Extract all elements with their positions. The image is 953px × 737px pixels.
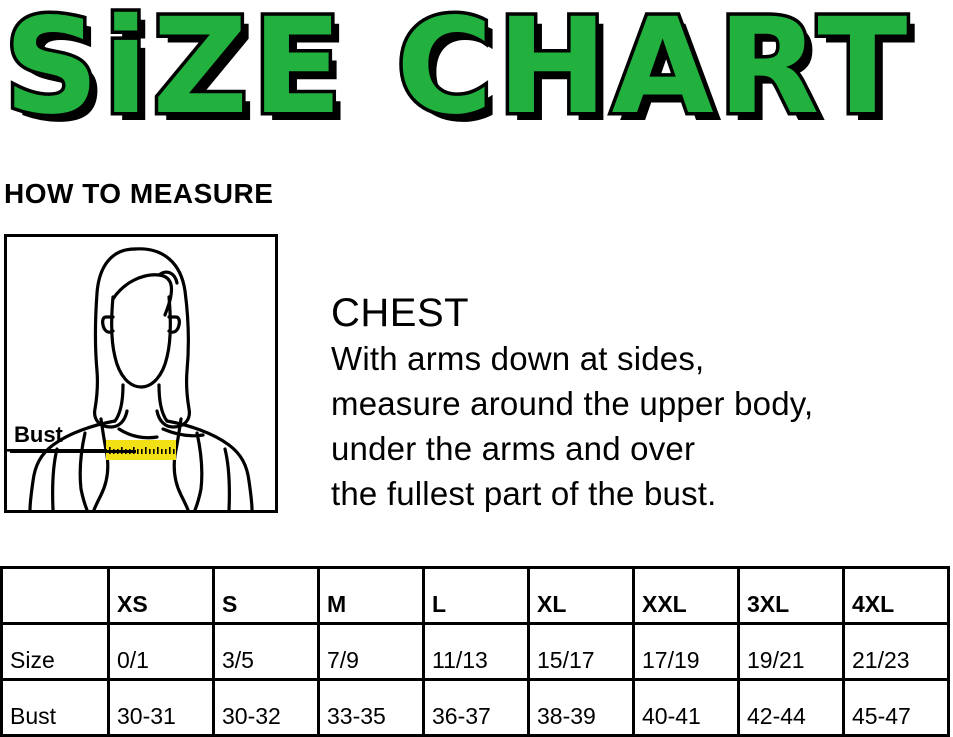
table-row: Size 0/1 3/5 7/9 11/13 15/17 17/19 19/21… (0, 622, 950, 681)
bangs-line (111, 273, 174, 317)
table-row: Bust 30-31 30-32 33-35 36-37 38-39 40-41… (0, 678, 950, 737)
cell-size-4xl: 21/23 (842, 622, 950, 681)
table-col-header-xxl: XXL (632, 566, 740, 625)
table-col-header-xl: XL (527, 566, 635, 625)
page-title-banner: SiZE CHART SiZE CHART (0, 0, 953, 152)
title-shadow: SiZE CHART (12, 0, 919, 152)
table-col-header-3xl: 3XL (737, 566, 845, 625)
cell-bust-s: 30-32 (212, 678, 320, 737)
cell-size-l: 11/13 (422, 622, 530, 681)
measurement-illustration-box (4, 234, 278, 513)
bust-label-group: Bust (10, 424, 140, 464)
chest-line-3: under the arms and over (331, 430, 696, 467)
hair-left-outline (93, 247, 137, 429)
cell-size-xl: 15/17 (527, 622, 635, 681)
table-col-header-l: L (422, 566, 530, 625)
size-table-container: XS S M L XL XXL 3XL 4XL Size 0/1 3/5 7/9… (0, 566, 953, 737)
cell-bust-m: 33-35 (317, 678, 425, 737)
chest-description-block: CHEST With arms down at sides, measure a… (331, 290, 931, 516)
cell-bust-4xl: 45-47 (842, 678, 950, 737)
left-ear (101, 315, 115, 334)
cell-size-3xl: 19/21 (737, 622, 845, 681)
right-ear (167, 315, 181, 334)
bust-label: Bust (14, 422, 63, 447)
size-table: XS S M L XL XXL 3XL 4XL Size 0/1 3/5 7/9… (0, 566, 950, 737)
row-label-size: Size (0, 622, 110, 681)
bust-right-curve (172, 417, 190, 510)
chest-line-1: With arms down at sides, (331, 340, 705, 377)
cell-size-m: 7/9 (317, 622, 425, 681)
neck-right (157, 383, 169, 423)
cell-bust-xs: 30-31 (107, 678, 215, 737)
bust-left-curve (92, 417, 110, 510)
neck-left (113, 383, 125, 423)
cell-size-xs: 0/1 (107, 622, 215, 681)
right-inner-arm (223, 447, 231, 510)
face-outline (110, 295, 172, 389)
table-col-header-xs: XS (107, 566, 215, 625)
hair-part-line (157, 270, 179, 285)
left-collarbone (117, 427, 159, 440)
female-torso-figure-icon (7, 247, 254, 510)
cell-bust-xl: 38-39 (527, 678, 635, 737)
title-fill: SiZE CHART (4, 0, 911, 144)
chest-line-2: measure around the upper body, (331, 385, 814, 422)
table-header-row: XS S M L XL XXL 3XL 4XL (0, 566, 950, 625)
table-corner-blank (0, 566, 110, 625)
row-label-bust: Bust (0, 678, 110, 737)
cell-size-s: 3/5 (212, 622, 320, 681)
hair-right-outline (133, 247, 191, 429)
cell-bust-l: 36-37 (422, 678, 530, 737)
table-col-header-s: S (212, 566, 320, 625)
size-chart-title-graphic: SiZE CHART SiZE CHART (1, 0, 919, 152)
chest-heading: CHEST (331, 291, 470, 335)
cell-bust-xxl: 40-41 (632, 678, 740, 737)
left-shoulder-arm (28, 419, 117, 510)
table-col-header-m: M (317, 566, 425, 625)
torso-right-edge (193, 431, 204, 510)
how-to-measure-heading: HOW TO MEASURE (4, 178, 274, 209)
left-inner-arm (51, 447, 59, 510)
right-shoulder-arm (165, 419, 254, 510)
cell-bust-3xl: 42-44 (737, 678, 845, 737)
bust-label-underline (10, 450, 136, 453)
cell-size-xxl: 17/19 (632, 622, 740, 681)
chest-line-4: the fullest part of the bust. (331, 475, 717, 512)
table-col-header-4xl: 4XL (842, 566, 950, 625)
right-collarbone (161, 427, 205, 438)
